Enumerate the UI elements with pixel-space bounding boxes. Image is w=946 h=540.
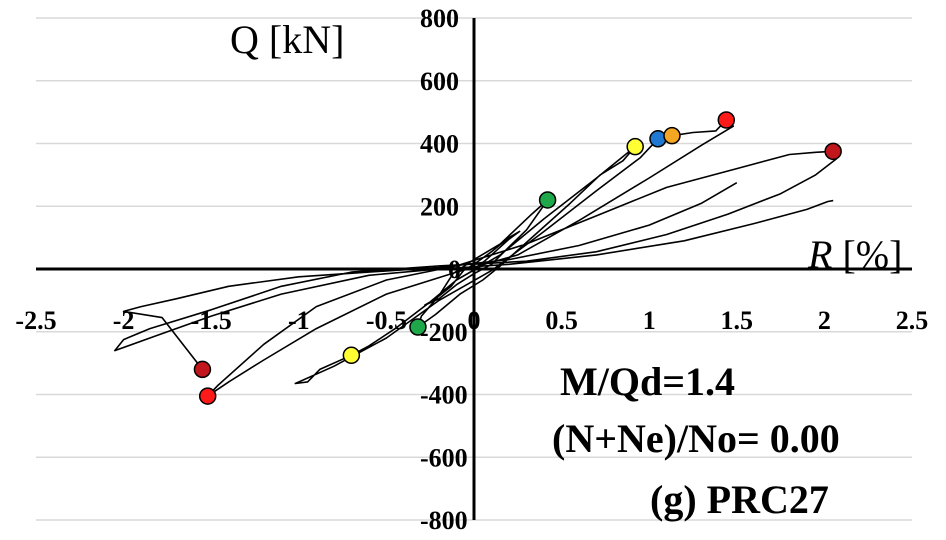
y-tick-labels: -800 -600 -400 -200 0 200 400 600 800 — [420, 4, 468, 535]
x-tick-label: -2.5 — [15, 306, 56, 335]
x-tick-label: -2 — [113, 306, 135, 335]
y-tick-label: 200 — [420, 192, 459, 221]
annotation-axial-ratio: (N+Ne)/No= 0.00 — [552, 416, 840, 461]
data-marker — [193, 360, 212, 379]
x-axis-title-variable: R — [807, 232, 832, 277]
data-marker — [409, 318, 427, 336]
annotation-moment-ratio: M/Qd=1.4 — [560, 359, 735, 404]
y-tick-label: 400 — [420, 130, 459, 159]
data-marker — [626, 137, 644, 156]
y-tick-label: -200 — [420, 318, 468, 347]
hysteresis-curves — [114, 119, 838, 397]
data-marker — [538, 191, 557, 209]
markers — [193, 111, 842, 405]
x-tick-label: 2.5 — [896, 306, 929, 335]
y-tick-label: -800 — [420, 506, 468, 535]
data-marker — [198, 387, 217, 405]
y-tick-label: 600 — [420, 67, 459, 96]
x-tick-label: 1 — [643, 306, 656, 335]
hysteresis-curve — [114, 119, 838, 397]
data-marker — [824, 142, 842, 161]
x-tick-labels: -2.5 -2 -1.5 -1 -0.5 0 0.5 1 1.5 2 2.5 — [15, 306, 928, 335]
x-tick-label: -1 — [288, 306, 310, 335]
annotation-specimen-label: (g) PRC27 — [650, 477, 829, 522]
y-tick-label: -400 — [420, 381, 468, 410]
data-marker — [649, 130, 667, 148]
y-tick-label: 0 — [448, 255, 461, 284]
x-axis-title: R [%] — [807, 232, 902, 277]
x-tick-label: 1.5 — [721, 306, 754, 335]
x-tick-label: -0.5 — [366, 306, 407, 335]
y-tick-label: 800 — [420, 4, 459, 33]
data-marker — [663, 126, 681, 145]
y-axis-title: Q [kN] — [230, 17, 344, 62]
x-tick-label: 0 — [468, 306, 481, 335]
y-tick-label: -600 — [420, 443, 468, 472]
x-tick-label: 0.5 — [545, 306, 578, 335]
data-marker — [717, 111, 736, 129]
x-axis-title-unit: [%] — [842, 232, 902, 277]
x-tick-label: -1.5 — [191, 306, 232, 335]
data-marker — [342, 346, 361, 365]
x-tick-label: 2 — [818, 306, 831, 335]
axes — [36, 18, 912, 520]
hysteresis-curve — [122, 182, 738, 370]
